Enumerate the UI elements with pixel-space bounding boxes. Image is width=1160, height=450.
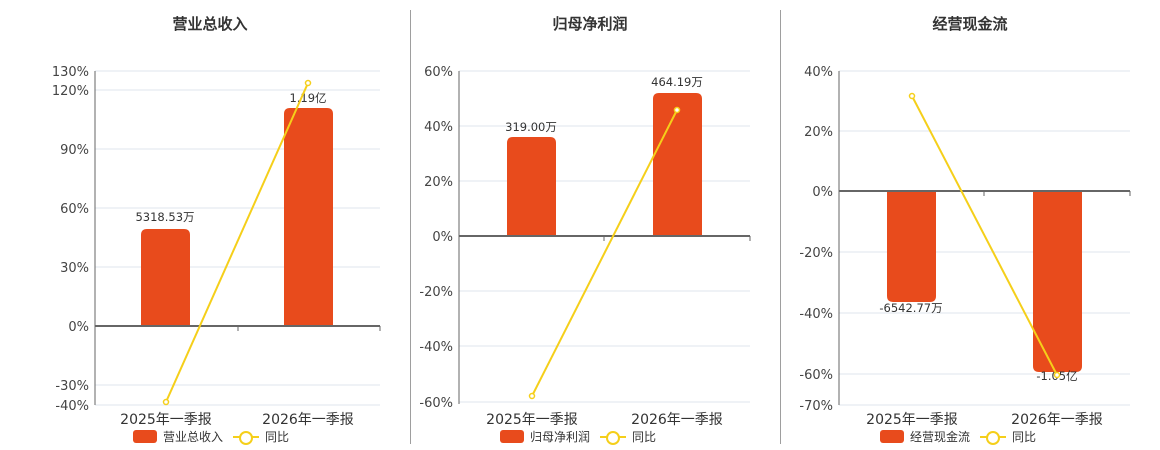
bar-legend-swatch-icon[interactable] — [132, 430, 157, 443]
svg-text:-30%: -30% — [55, 379, 89, 394]
svg-text:-40%: -40% — [419, 340, 453, 355]
line-legend-circle-icon[interactable] — [233, 430, 259, 445]
svg-text:60%: 60% — [60, 202, 89, 217]
legend-line-label[interactable]: 同比 — [1012, 430, 1037, 444]
bar-2026q1[interactable] — [653, 93, 702, 236]
x-axis-label: 2025年一季报 — [866, 412, 958, 428]
grid-lines — [839, 70, 1130, 406]
svg-text:20%: 20% — [424, 175, 453, 190]
svg-text:90%: 90% — [60, 143, 89, 158]
legend-line-label[interactable]: 同比 — [632, 430, 657, 444]
bar-legend-swatch-icon[interactable] — [499, 430, 524, 443]
svg-text:-60%: -60% — [799, 368, 833, 383]
panel-divider — [410, 10, 411, 444]
chart-legend: 营业总收入 同比 — [11, 428, 411, 445]
bar-value-label: 5318.53万 — [135, 210, 194, 224]
yoy-point[interactable] — [528, 392, 536, 400]
svg-text:-20%: -20% — [419, 285, 453, 300]
cash-flow-chart-plot: 40% 20% 0% -20% -40% -60% -70% -6542.77万… — [799, 65, 1131, 428]
bar-2026q1[interactable] — [284, 108, 333, 326]
yoy-point[interactable] — [1053, 371, 1061, 379]
chart-title: 营业总收入 — [172, 15, 248, 33]
line-legend-circle-icon[interactable] — [600, 430, 626, 445]
svg-text:40%: 40% — [424, 120, 453, 135]
chart-panel-revenue: 营业总收入 130% 120% 90% 60% 30% 0% -30% -40% — [0, 0, 400, 450]
chart-panel-net-profit: 归母净利润 60% 40% 20% 0% -20% -40% -60% 319.… — [400, 0, 780, 450]
bar-value-label: 1.19亿 — [289, 91, 326, 105]
svg-text:0%: 0% — [68, 320, 89, 335]
svg-text:40%: 40% — [804, 65, 833, 80]
bar-value-label: 319.00万 — [505, 120, 557, 134]
y-axis-labels: 40% 20% 0% -20% -40% -60% -70% — [799, 65, 833, 414]
svg-text:0%: 0% — [432, 230, 453, 245]
legend-bar-label[interactable]: 归母净利润 — [529, 430, 590, 444]
chart-panel-operating-cash-flow: 经营现金流 40% 20% 0% -20% -40% -60% -70% -65… — [780, 0, 1160, 450]
svg-text:30%: 30% — [60, 261, 89, 276]
svg-text:120%: 120% — [52, 84, 89, 99]
legend-line-label[interactable]: 同比 — [265, 430, 290, 444]
bar-2025q1[interactable] — [887, 191, 936, 302]
svg-text:20%: 20% — [804, 125, 833, 140]
svg-text:0%: 0% — [812, 185, 833, 200]
yoy-point[interactable] — [908, 92, 916, 100]
yoy-line — [531, 109, 678, 397]
yoy-line — [911, 95, 1058, 376]
x-axis-label: 2025年一季报 — [120, 412, 212, 428]
x-axis-label: 2026年一季报 — [262, 412, 354, 428]
line-legend-circle-icon[interactable] — [980, 430, 1006, 445]
chart-legend: 经营现金流 同比 — [768, 428, 1148, 445]
bar-2025q1[interactable] — [141, 229, 190, 326]
svg-text:130%: 130% — [52, 65, 89, 80]
revenue-chart-plot: 130% 120% 90% 60% 30% 0% -30% -40% 5318.… — [52, 65, 381, 428]
bar-legend-swatch-icon[interactable] — [879, 430, 904, 443]
y-axis-labels: 60% 40% 20% 0% -20% -40% -60% — [419, 65, 453, 411]
yoy-line — [165, 82, 309, 403]
svg-text:-20%: -20% — [799, 246, 833, 261]
panel-divider — [780, 10, 781, 444]
x-axis-label: 2026年一季报 — [1011, 412, 1103, 428]
svg-text:-60%: -60% — [419, 396, 453, 411]
legend-bar-label[interactable]: 营业总收入 — [162, 430, 223, 444]
bar-value-label: -6542.77万 — [879, 301, 942, 315]
net-profit-chart-plot: 60% 40% 20% 0% -20% -40% -60% 319.00万 46… — [419, 65, 751, 428]
x-axis-label: 2026年一季报 — [631, 412, 723, 428]
legend-bar-label[interactable]: 经营现金流 — [909, 430, 970, 444]
bar-value-label: 464.19万 — [651, 75, 703, 89]
svg-text:-70%: -70% — [799, 399, 833, 414]
yoy-point[interactable] — [304, 79, 312, 87]
grid-lines — [95, 70, 380, 406]
yoy-point[interactable] — [673, 106, 681, 114]
svg-text:-40%: -40% — [55, 399, 89, 414]
svg-text:60%: 60% — [424, 65, 453, 80]
y-axis-labels: 130% 120% 90% 60% 30% 0% -30% -40% — [52, 65, 89, 414]
bar-2026q1[interactable] — [1033, 191, 1082, 372]
svg-text:-40%: -40% — [799, 307, 833, 322]
chart-title: 归母净利润 — [552, 15, 628, 33]
chart-legend: 归母净利润 同比 — [388, 428, 768, 445]
chart-title: 经营现金流 — [932, 15, 1008, 33]
x-axis-label: 2025年一季报 — [486, 412, 578, 428]
bar-2025q1[interactable] — [507, 137, 556, 236]
yoy-point[interactable] — [162, 398, 170, 406]
